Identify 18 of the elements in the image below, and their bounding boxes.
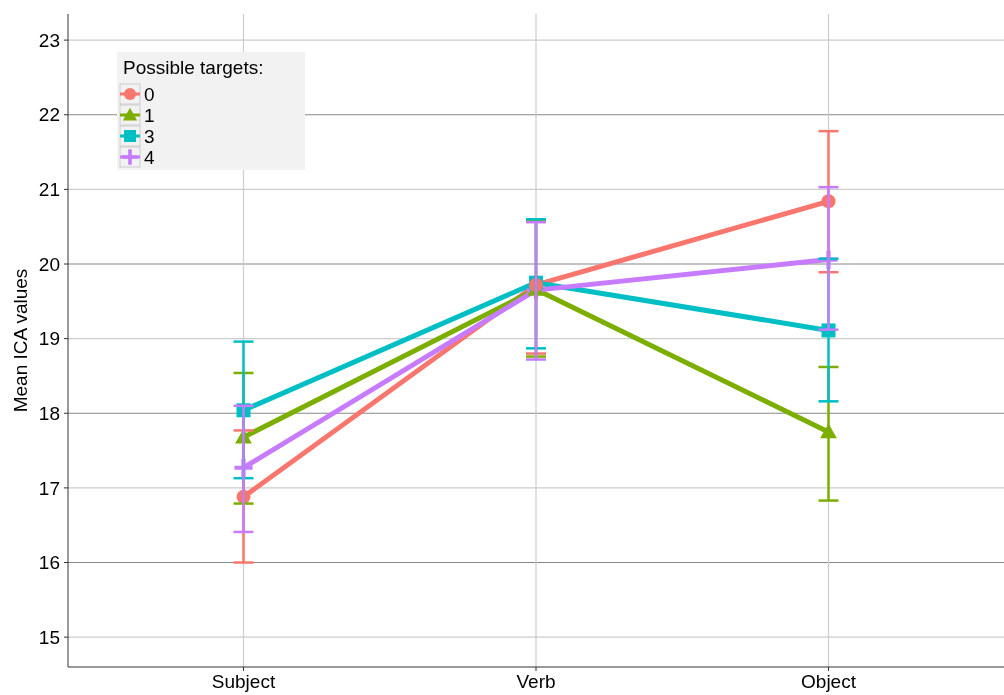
y-tick-label: 16 (38, 552, 60, 574)
x-tick-label: Subject (211, 671, 276, 692)
legend-title: Possible targets: (123, 57, 264, 78)
y-tick-label: 21 (38, 179, 60, 201)
y-axis-title: Mean ICA values (10, 268, 31, 413)
y-tick-label: 20 (38, 253, 60, 275)
x-tick-label: Object (801, 671, 857, 692)
legend-label: 3 (144, 125, 155, 147)
x-tick-label: Verb (516, 671, 556, 692)
y-tick-label: 18 (38, 402, 60, 424)
y-tick-label: 17 (38, 477, 60, 499)
y-tick-label: 22 (38, 104, 60, 126)
legend-label: 4 (144, 146, 155, 168)
legend-label: 0 (144, 83, 155, 105)
legend-label: 1 (144, 104, 155, 126)
y-tick-label: 23 (38, 29, 60, 51)
y-tick-label: 15 (38, 626, 60, 648)
y-tick-label: 19 (38, 328, 60, 350)
